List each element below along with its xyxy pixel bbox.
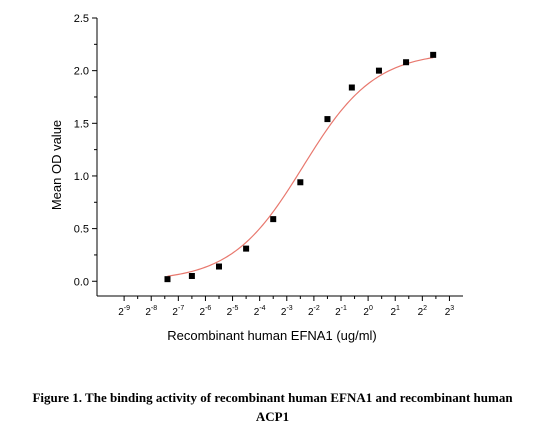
data-point [324,116,331,123]
x-tick-label: 21 [390,305,400,318]
data-point [216,263,222,270]
x-tick-label: 2-3 [281,305,293,318]
x-tick-label: 2-8 [145,305,157,318]
x-tick-label: 23 [445,305,455,318]
data-point [297,179,304,186]
y-tick-label: 1.5 [74,118,89,130]
y-axis: 0.0 0.5 1.0 1.5 2.0 2.5 [74,13,98,296]
data-point [243,245,250,252]
fit-curve-layer [167,57,434,277]
fit-curve [167,57,434,277]
data-point [430,51,437,58]
data-point [403,59,410,66]
x-tick-label: 2-5 [227,305,239,318]
binding-activity-chart: 0.0 0.5 1.0 1.5 2.0 2.5 2-9 2-8 2-7 2-6 2-5 2-4 2-3… [49,13,463,343]
x-tick-label: 20 [363,305,373,318]
y-tick-label: 0.0 [74,276,89,288]
data-point [375,67,382,74]
y-axis-label: Mean OD value [49,120,64,210]
data-point [348,84,355,91]
y-tick-label: 2.0 [74,66,89,78]
x-tick-label: 2-4 [254,305,266,318]
x-tick-label: 2-9 [118,305,130,318]
figure-caption-line-1: Figure 1. The binding activity of recomb… [32,390,513,405]
x-tick-label: 2-7 [172,305,184,318]
data-point [164,276,171,283]
figure-caption-line-2: ACP1 [255,409,290,424]
x-tick-label: 2-2 [308,305,320,318]
x-tick-label: 2-6 [200,305,212,318]
x-axis: 2-9 2-8 2-7 2-6 2-5 2-4 2-3 2-2 2-1 20 21 22 23 [97,295,463,318]
data-point [270,216,277,223]
y-tick-label: 1.0 [74,171,89,183]
y-tick-label: 0.5 [74,224,89,236]
y-tick-label: 2.5 [74,13,89,25]
x-tick-label: 22 [418,305,428,318]
figure-caption: Figure 1. The binding activity of recomb… [10,388,535,426]
x-tick-label: 2-1 [335,305,347,318]
x-axis-label: Recombinant human EFNA1 (ug/ml) [167,328,377,343]
data-points-layer [164,51,437,283]
data-point [188,272,195,279]
